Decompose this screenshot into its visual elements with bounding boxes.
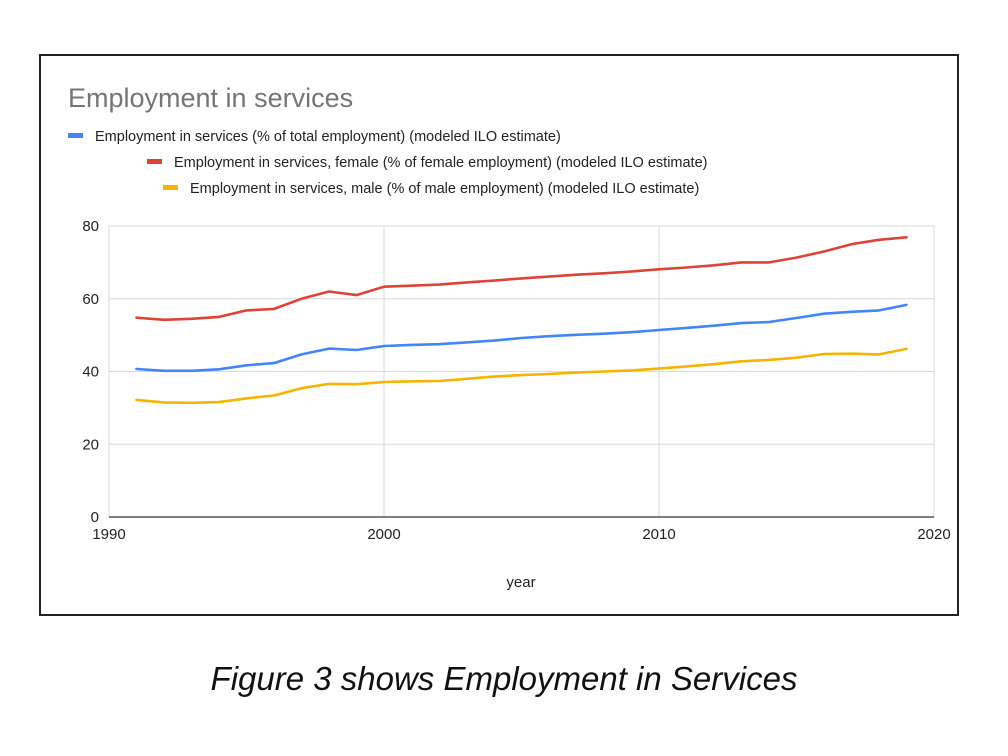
y-axis-ticks: 0 20 40 60 80 (82, 218, 99, 526)
legend-swatch-1 (68, 133, 83, 138)
legend-label-1: Employment in services (% of total emplo… (95, 129, 561, 145)
grid (108, 225, 935, 518)
chart-title: Employment in services (68, 83, 353, 113)
legend-swatch-3 (163, 185, 178, 190)
x-axis-label: year (506, 574, 535, 591)
legend-label-2: Employment in services, female (% of fem… (174, 155, 707, 171)
y-tick-label-3: 60 (82, 291, 99, 308)
x-tick-label-3: 2020 (917, 526, 950, 543)
y-tick-label-4: 80 (82, 218, 99, 235)
y-tick-label-0: 0 (91, 509, 99, 526)
y-tick-label-1: 20 (82, 436, 99, 453)
line-chart: Employment in services Employment in ser… (68, 83, 951, 591)
legend-label-3: Employment in services, male (% of male … (190, 181, 699, 197)
series-line-2 (135, 236, 908, 322)
y-tick-label-2: 40 (82, 364, 99, 381)
figure-caption: Figure 3 shows Employment in Services (210, 660, 798, 697)
series-line-1 (135, 303, 908, 373)
legend-swatch-2 (147, 159, 162, 164)
x-tick-label-0: 1990 (92, 526, 125, 543)
series-line-3 (135, 347, 908, 405)
x-tick-label-1: 2000 (367, 526, 400, 543)
chart-frame: Employment in services Employment in ser… (39, 54, 959, 616)
x-axis-ticks: 1990 2000 2010 2020 (92, 526, 950, 543)
series-lines (135, 236, 908, 405)
legend: Employment in services (% of total emplo… (68, 129, 707, 197)
x-tick-label-2: 2010 (642, 526, 675, 543)
